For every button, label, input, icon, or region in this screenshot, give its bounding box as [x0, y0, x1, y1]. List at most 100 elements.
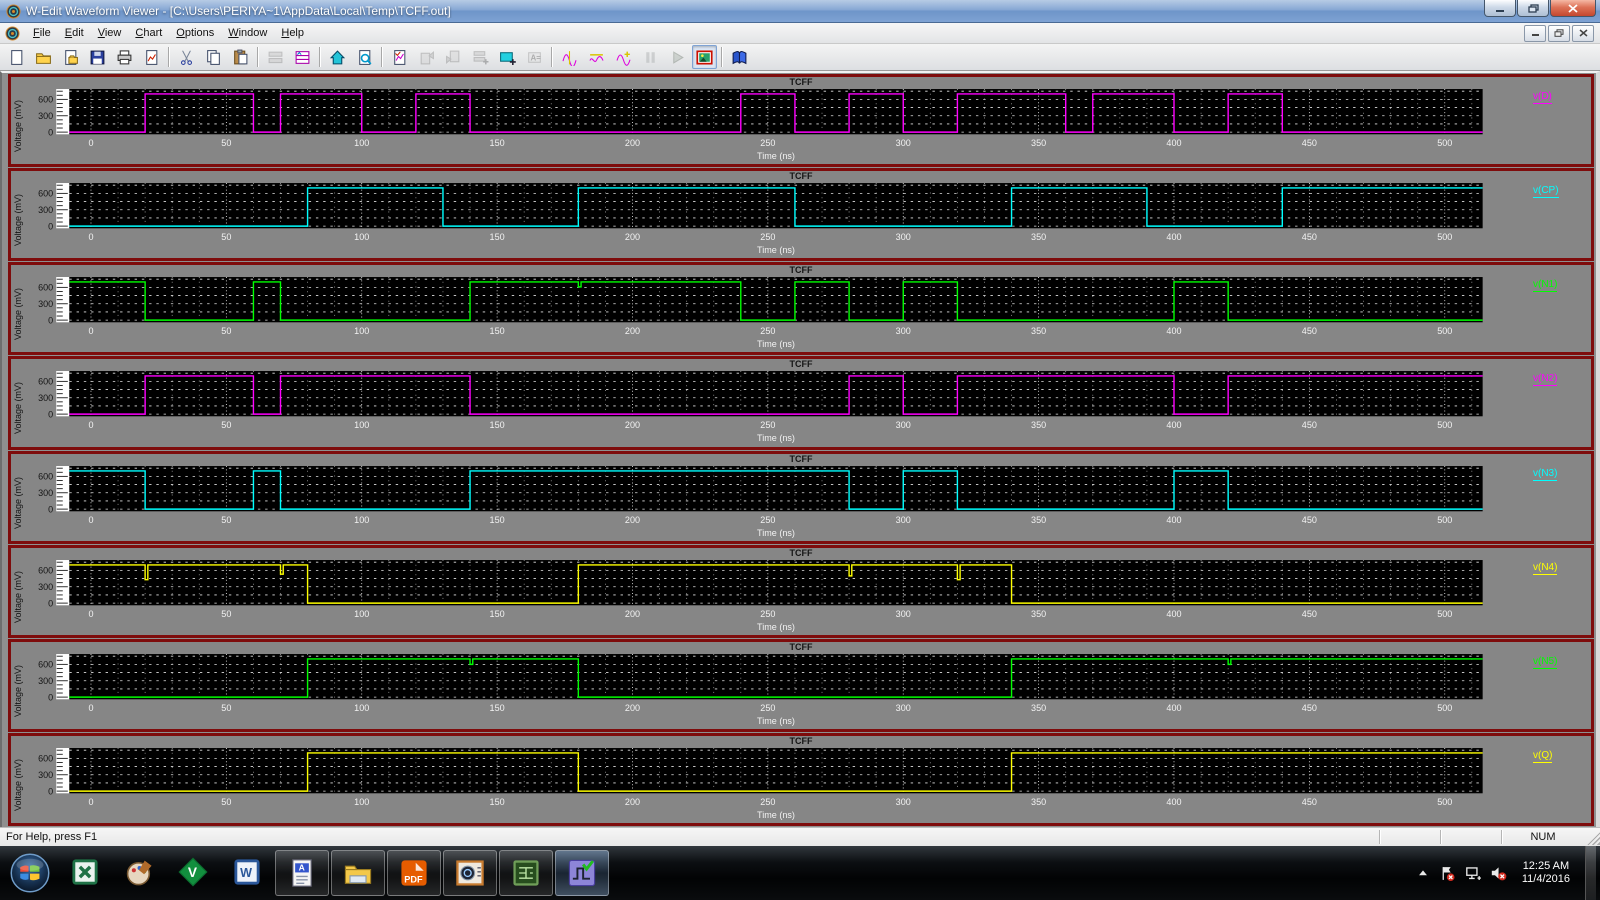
- new-button[interactable]: [4, 45, 29, 69]
- menu-options[interactable]: Options: [176, 27, 215, 39]
- svg-text:300: 300: [896, 703, 911, 713]
- svg-text:100: 100: [354, 138, 369, 148]
- volume-muted-icon[interactable]: [1489, 864, 1507, 882]
- menu-file[interactable]: File: [33, 27, 51, 39]
- export-chart-image-button[interactable]: [139, 45, 164, 69]
- taskbar-app-paint[interactable]: [113, 850, 165, 894]
- waveform-plot[interactable]: 0 300 600 0 50 100 150 200 250 300 350 400 450 500 Tim…: [26, 370, 1529, 446]
- svg-text:150: 150: [490, 515, 505, 525]
- toolbar-separator: [721, 47, 723, 67]
- trace-add-point-button[interactable]: [611, 45, 636, 69]
- taskbar-app-word[interactable]: W: [221, 850, 273, 894]
- trace-cursor-button[interactable]: [557, 45, 582, 69]
- cut-button[interactable]: [174, 45, 199, 69]
- chart-properties-button[interactable]: [387, 45, 412, 69]
- menu-chart[interactable]: Chart: [135, 27, 163, 39]
- title-bar: W-Edit Waveform Viewer - [C:\Users\PERIY…: [0, 0, 1600, 23]
- action-center-icon[interactable]: [1439, 864, 1457, 882]
- trace-measure-button[interactable]: [584, 45, 609, 69]
- menu-items: File Edit View Chart Options Window Help: [26, 25, 311, 41]
- export-chart-image-icon: [146, 49, 158, 65]
- waveform-plot[interactable]: 0 300 600 0 50 100 150 200 250 300 350 400 450 500 Tim…: [26, 88, 1529, 164]
- svg-text:400: 400: [1166, 232, 1181, 242]
- waveform-plot[interactable]: 0 300 600 0 50 100 150 200 250 300 350 400 450 500 Tim…: [26, 182, 1529, 258]
- show-desktop-button[interactable]: [1585, 846, 1596, 900]
- waveform-plot[interactable]: 0 300 600 0 50 100 150 200 250 300 350 400 450 500 Tim…: [26, 559, 1529, 635]
- svg-text:350: 350: [1031, 326, 1046, 336]
- waveform-plot[interactable]: 0 300 600 0 50 100 150 200 250 300 350 400 450 500 Tim…: [26, 653, 1529, 729]
- taskbar-app-sedit-schematic[interactable]: [499, 850, 553, 896]
- status-message: For Help, press F1: [6, 831, 98, 843]
- svg-text:100: 100: [354, 609, 369, 619]
- resize-grip[interactable]: [1584, 829, 1600, 845]
- mdi-close-button[interactable]: [1572, 24, 1594, 42]
- signal-label[interactable]: v(Q): [1533, 749, 1553, 763]
- signal-label[interactable]: v(N5): [1533, 655, 1558, 669]
- zoom-full-page-button[interactable]: [352, 45, 377, 69]
- svg-text:350: 350: [1031, 232, 1046, 242]
- taskbar-app-tspice[interactable]: [443, 850, 497, 896]
- open-button[interactable]: [31, 45, 56, 69]
- signal-label[interactable]: v(N2): [1533, 373, 1558, 387]
- print-button[interactable]: [112, 45, 137, 69]
- svg-text:0: 0: [48, 127, 53, 137]
- save-button[interactable]: [85, 45, 110, 69]
- svg-text:50: 50: [221, 797, 231, 807]
- start-button[interactable]: [6, 849, 54, 897]
- svg-text:0: 0: [48, 598, 53, 608]
- svg-text:200: 200: [625, 326, 640, 336]
- taskbar-app-vim[interactable]: V: [167, 850, 219, 894]
- svg-text:A=: A=: [530, 53, 541, 62]
- signal-label[interactable]: v(N3): [1533, 467, 1558, 481]
- waveform-panel: TCFF Voltage (mV) 0 300 600 0 50 100 150 200 250…: [8, 356, 1594, 450]
- show-image-button[interactable]: [692, 45, 717, 69]
- chart-window-button[interactable]: [290, 45, 315, 69]
- mdi-restore-button[interactable]: [1548, 24, 1570, 42]
- help-topics-button[interactable]: [727, 45, 752, 69]
- taskbar-app-wedit-waveform[interactable]: [555, 850, 609, 896]
- menu-help[interactable]: Help: [281, 27, 304, 39]
- restore-button[interactable]: [1517, 0, 1549, 17]
- taskbar-clock[interactable]: 12:25 AM 11/4/2016: [1514, 860, 1578, 886]
- menu-edit[interactable]: Edit: [64, 27, 84, 39]
- home-view-button[interactable]: [325, 45, 350, 69]
- tile-charts-button: [263, 45, 288, 69]
- chart-title: TCFF: [789, 359, 813, 370]
- word-icon: W: [234, 859, 260, 885]
- taskbar-app-pdf-reader[interactable]: PDF: [387, 850, 441, 896]
- signal-label[interactable]: v(CP): [1533, 185, 1559, 199]
- signal-label[interactable]: v(N1): [1533, 279, 1558, 293]
- hidden-icons-button[interactable]: [1414, 864, 1432, 882]
- taskbar-app-file-manager[interactable]: [331, 850, 385, 896]
- taskbar-app-excel[interactable]: [59, 850, 111, 894]
- svg-text:350: 350: [1031, 420, 1046, 430]
- y-axis-label: Voltage (mV): [13, 288, 24, 341]
- menu-window[interactable]: Window: [228, 27, 268, 39]
- waveform-panel: TCFF Voltage (mV) 0 300 600 0 50 100 150 200 250…: [8, 262, 1594, 356]
- menu-view[interactable]: View: [97, 27, 122, 39]
- add-chart-button[interactable]: [495, 45, 520, 69]
- svg-text:0: 0: [88, 326, 93, 336]
- waveform-plot[interactable]: 0 300 600 0 50 100 150 200 250 300 350 400 450 500 Tim…: [26, 465, 1529, 541]
- svg-text:500: 500: [1437, 326, 1452, 336]
- svg-text:250: 250: [760, 609, 775, 619]
- open-output-button[interactable]: [58, 45, 83, 69]
- waveform-plot[interactable]: 0 300 600 0 50 100 150 200 250 300 350 400 450 500 Tim…: [26, 747, 1529, 823]
- close-button[interactable]: [1550, 0, 1596, 17]
- chart-title: TCFF: [789, 265, 813, 276]
- help-topics-icon: [732, 50, 747, 64]
- file-manager-icon: [344, 865, 372, 884]
- signal-label[interactable]: v(D): [1533, 91, 1552, 104]
- network-icon[interactable]: [1464, 864, 1482, 882]
- copy-button[interactable]: [201, 45, 226, 69]
- signal-label[interactable]: v(N4): [1533, 561, 1558, 575]
- toolbar: A=: [0, 44, 1600, 71]
- mdi-minimize-button[interactable]: [1524, 24, 1546, 42]
- svg-text:200: 200: [625, 232, 640, 242]
- paste-button[interactable]: [228, 45, 253, 69]
- svg-text:50: 50: [221, 420, 231, 430]
- minimize-button[interactable]: [1484, 0, 1516, 17]
- waveform-plot[interactable]: 0 300 600 0 50 100 150 200 250 300 350 400 450 500 Tim…: [26, 276, 1529, 352]
- show-image-icon: [696, 49, 713, 65]
- taskbar-app-document-viewer[interactable]: A: [275, 850, 329, 896]
